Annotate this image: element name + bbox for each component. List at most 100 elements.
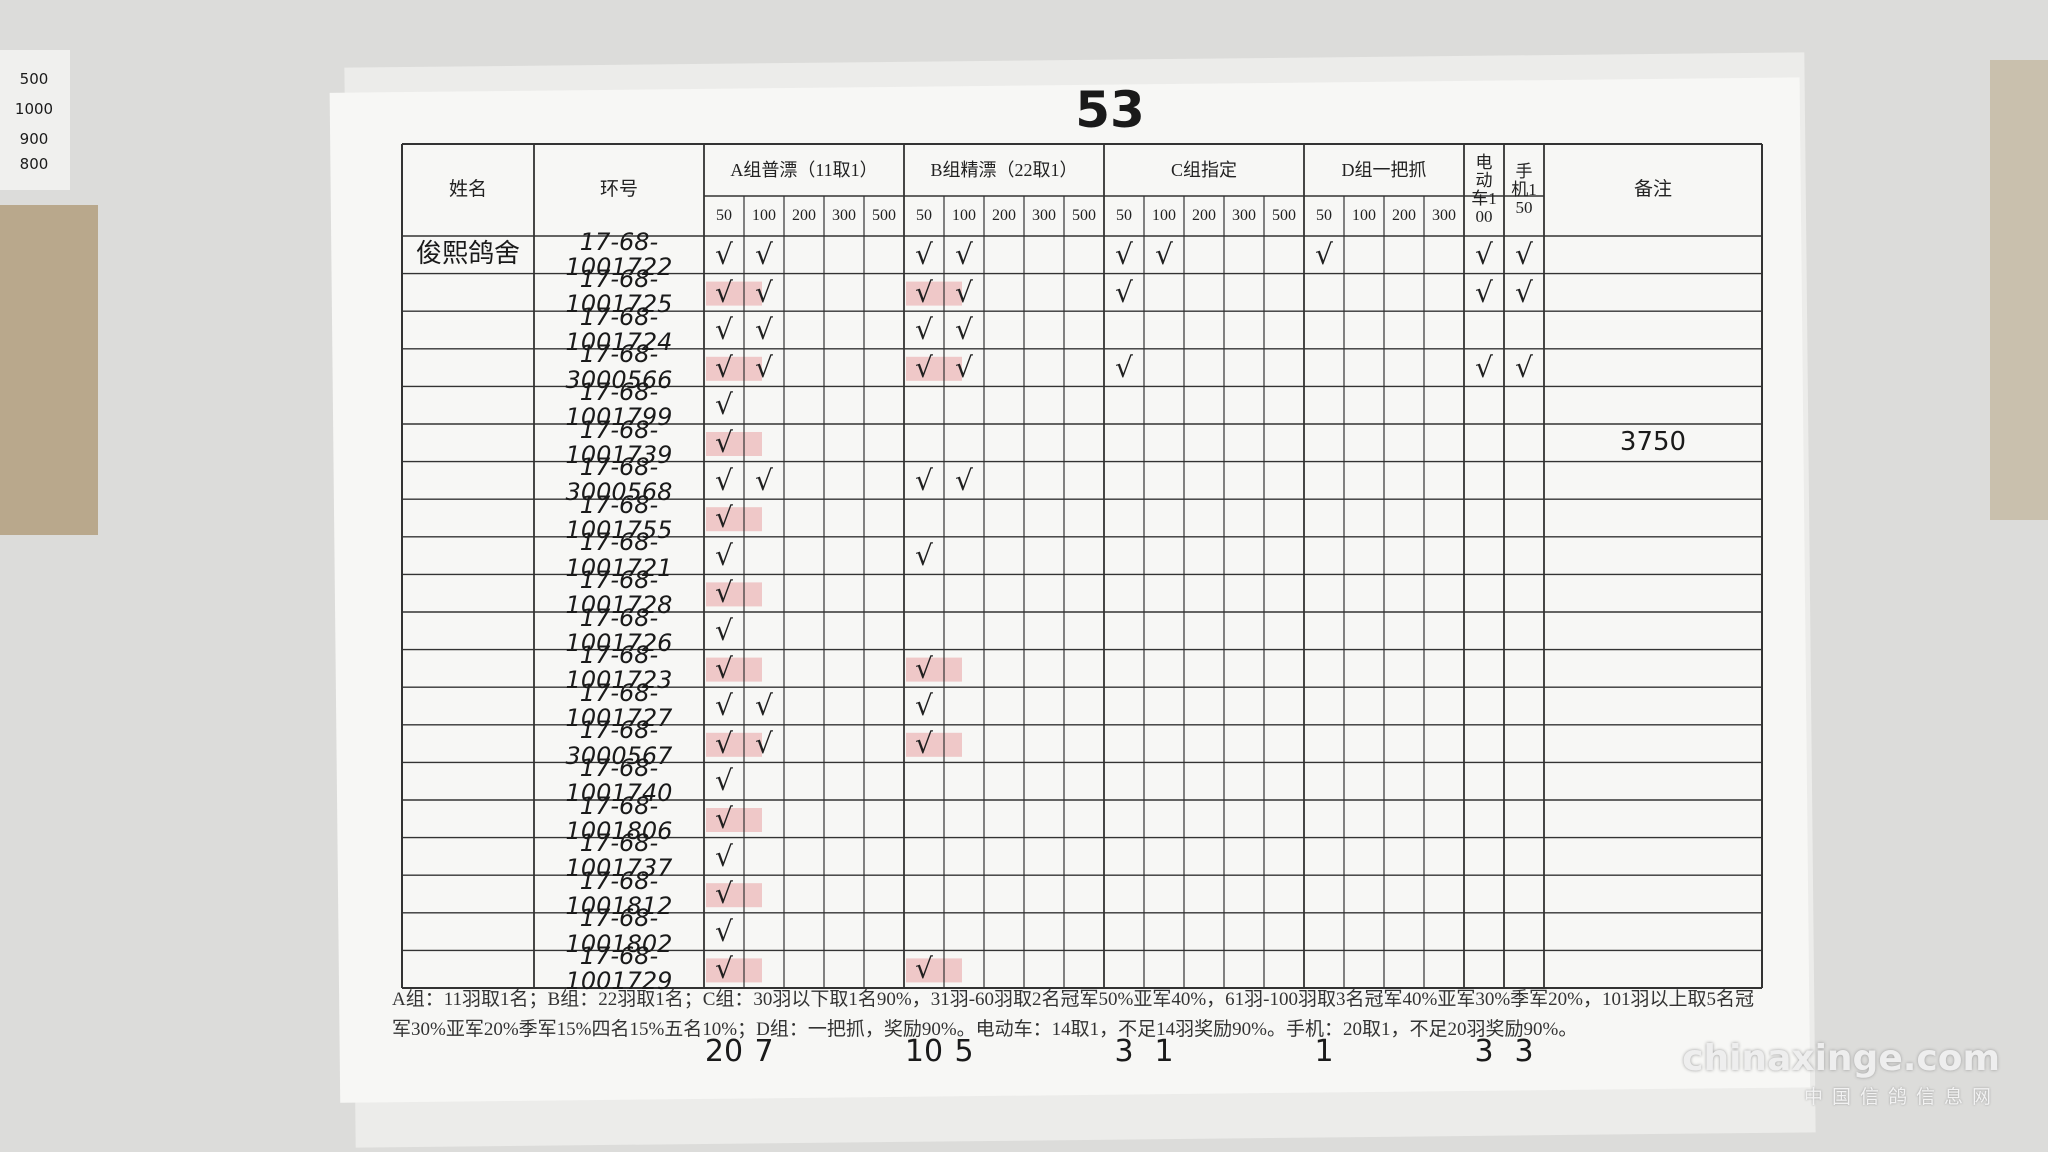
sub-header: 500: [872, 206, 896, 224]
stamp: [706, 958, 762, 983]
check-mark: √: [915, 538, 933, 572]
check-mark: √: [715, 275, 733, 309]
check-mark: √: [915, 651, 933, 685]
check-mark: √: [955, 275, 973, 309]
column-header: 姓名: [448, 179, 487, 201]
striped-object: [1990, 60, 2048, 520]
check-mark: √: [1115, 275, 1133, 309]
owner-name: 俊熙鸽舍: [415, 239, 520, 270]
check-mark: √: [955, 238, 973, 272]
check-mark: √: [1475, 350, 1493, 384]
group-header: C组指定: [1170, 159, 1237, 180]
group-header: 手机150: [1511, 162, 1537, 217]
check-mark: √: [715, 877, 733, 911]
stamp: [906, 281, 962, 306]
check-mark: √: [915, 313, 933, 347]
check-mark: √: [755, 463, 773, 497]
group-header: 电动车100: [1471, 153, 1497, 226]
group-header: B组精漂（22取1）: [930, 159, 1078, 180]
check-mark: √: [715, 576, 733, 610]
check-mark: √: [915, 726, 933, 760]
check-mark: √: [915, 463, 933, 497]
sub-header: 200: [792, 206, 816, 224]
check-mark: √: [915, 350, 933, 384]
striped-object: [0, 205, 98, 535]
check-mark: √: [715, 538, 733, 572]
sub-header: 200: [1192, 206, 1216, 224]
check-mark: √: [715, 463, 733, 497]
sub-header: 100: [952, 206, 976, 224]
check-mark: √: [1315, 238, 1333, 272]
check-mark: √: [955, 313, 973, 347]
stamp: [706, 808, 762, 832]
sub-header: 300: [1232, 206, 1256, 224]
sub-header: 50: [1116, 206, 1132, 224]
side-note: 1000: [14, 100, 54, 119]
sub-header: 200: [992, 206, 1016, 224]
sub-header: 300: [832, 206, 856, 224]
sub-header: 500: [1072, 206, 1096, 224]
stamp: [706, 281, 762, 306]
column-total: 3: [1474, 1034, 1494, 1070]
sub-header: 100: [1152, 206, 1176, 224]
check-mark: √: [715, 651, 733, 685]
check-mark: √: [915, 275, 933, 309]
stamp: [706, 582, 762, 607]
check-mark: √: [755, 313, 773, 347]
check-mark: √: [955, 350, 973, 384]
column-total: 20: [704, 1034, 744, 1070]
check-mark: √: [1515, 350, 1533, 384]
stamp: [706, 883, 762, 908]
group-header: D组一把抓: [1341, 159, 1427, 180]
check-mark: √: [1475, 275, 1493, 309]
column-total: 1: [1314, 1034, 1334, 1070]
check-mark: √: [715, 614, 733, 648]
column-total: 3: [1514, 1034, 1534, 1070]
check-mark: √: [755, 689, 773, 723]
stamp: [906, 356, 962, 381]
column-total: 10: [904, 1034, 944, 1070]
side-note: 900: [19, 130, 49, 149]
check-mark: √: [715, 313, 733, 347]
check-mark: √: [1515, 238, 1533, 272]
column-total: 5: [954, 1034, 974, 1070]
check-mark: √: [955, 463, 973, 497]
sub-header: 50: [916, 206, 932, 224]
check-mark: √: [715, 350, 733, 384]
sub-header: 50: [1316, 206, 1332, 224]
ring-number: 17-68-1001729: [565, 942, 673, 996]
check-mark: √: [755, 350, 773, 384]
check-mark: √: [715, 726, 733, 760]
sub-header: 100: [752, 206, 776, 224]
check-mark: √: [1155, 238, 1173, 272]
stamp: [906, 657, 962, 682]
check-mark: √: [715, 501, 733, 535]
column-header: 备注: [1633, 179, 1672, 201]
column-total: 1: [1154, 1034, 1174, 1070]
column-total: 3: [1114, 1034, 1134, 1070]
check-mark: √: [755, 275, 773, 309]
sub-header: 500: [1272, 206, 1296, 224]
check-mark: √: [915, 952, 933, 986]
stamp: [906, 732, 962, 757]
side-note: 500: [19, 70, 49, 89]
sub-header: 100: [1352, 206, 1376, 224]
remark: 3750: [1619, 427, 1687, 458]
side-note: 800: [19, 155, 49, 174]
stamp: [706, 732, 762, 757]
sub-header: 300: [1432, 206, 1456, 224]
column-total: 7: [754, 1034, 774, 1070]
paper: [329, 77, 1811, 1103]
check-mark: √: [715, 238, 733, 272]
check-mark: √: [1515, 275, 1533, 309]
check-mark: √: [715, 689, 733, 723]
watermark-name: 中国信鸽信息网: [1803, 1086, 2000, 1108]
check-mark: √: [915, 689, 933, 723]
ring-number: 17-68-3000568: [565, 453, 673, 507]
check-mark: √: [715, 426, 733, 460]
stamp: [706, 507, 762, 532]
check-mark: √: [1115, 238, 1133, 272]
